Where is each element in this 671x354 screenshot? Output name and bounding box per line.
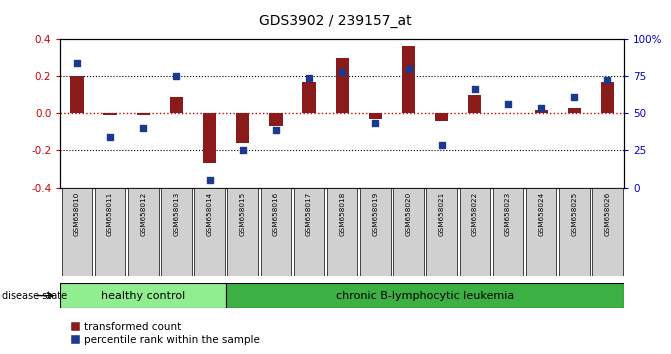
Point	[436, 142, 447, 148]
Bar	[161, 188, 192, 276]
Bar	[336, 58, 349, 113]
Bar	[369, 113, 382, 119]
Text: GSM658013: GSM658013	[173, 192, 179, 236]
Text: GSM658010: GSM658010	[74, 192, 80, 236]
Bar	[360, 188, 391, 276]
Point	[105, 135, 115, 140]
Bar	[435, 113, 448, 121]
Bar	[128, 188, 158, 276]
Text: disease state: disease state	[2, 291, 67, 301]
Bar	[195, 188, 225, 276]
Point	[270, 127, 281, 133]
Point	[304, 75, 315, 81]
Bar	[70, 76, 84, 113]
Text: GSM658026: GSM658026	[605, 192, 611, 236]
Point	[370, 120, 380, 125]
Legend: transformed count, percentile rank within the sample: transformed count, percentile rank withi…	[66, 317, 264, 349]
Text: GSM658014: GSM658014	[207, 192, 213, 236]
Text: GSM658011: GSM658011	[107, 192, 113, 236]
Bar	[95, 188, 125, 276]
Point	[569, 94, 580, 99]
Bar	[236, 113, 250, 143]
Bar	[427, 188, 457, 276]
Bar	[269, 113, 282, 126]
Point	[204, 177, 215, 183]
Text: GSM658012: GSM658012	[140, 192, 146, 236]
Point	[238, 148, 248, 153]
Text: GSM658020: GSM658020	[405, 192, 411, 236]
Bar	[526, 188, 556, 276]
Bar	[170, 97, 183, 113]
Bar	[493, 188, 523, 276]
Bar	[601, 82, 614, 113]
Bar	[592, 188, 623, 276]
Bar	[60, 283, 226, 308]
Point	[138, 125, 149, 131]
Bar	[460, 188, 490, 276]
Bar	[294, 188, 324, 276]
Text: GSM658021: GSM658021	[439, 192, 445, 236]
Bar	[227, 188, 258, 276]
Point	[602, 77, 613, 83]
Text: chronic B-lymphocytic leukemia: chronic B-lymphocytic leukemia	[336, 291, 514, 301]
Point	[171, 73, 182, 79]
Point	[535, 105, 546, 110]
Bar	[559, 188, 590, 276]
Text: GSM658019: GSM658019	[372, 192, 378, 236]
Bar	[103, 113, 117, 115]
Bar	[535, 110, 548, 113]
Bar	[393, 188, 424, 276]
Bar	[468, 95, 482, 113]
Text: healthy control: healthy control	[101, 291, 185, 301]
Point	[470, 86, 480, 92]
Text: GSM658015: GSM658015	[240, 192, 246, 236]
Point	[337, 70, 348, 75]
Bar	[568, 108, 581, 113]
Point	[72, 60, 83, 66]
Bar	[303, 82, 315, 113]
Point	[403, 66, 414, 72]
Bar	[226, 283, 624, 308]
Text: GSM658025: GSM658025	[571, 192, 577, 236]
Text: GSM658017: GSM658017	[306, 192, 312, 236]
Bar	[260, 188, 291, 276]
Bar	[62, 188, 92, 276]
Text: GSM658023: GSM658023	[505, 192, 511, 236]
Text: GSM658024: GSM658024	[538, 192, 544, 236]
Bar	[203, 113, 216, 164]
Bar	[137, 113, 150, 115]
Text: GDS3902 / 239157_at: GDS3902 / 239157_at	[259, 14, 412, 28]
Bar	[402, 46, 415, 113]
Text: GSM658016: GSM658016	[273, 192, 279, 236]
Bar	[327, 188, 358, 276]
Text: GSM658022: GSM658022	[472, 192, 478, 236]
Point	[503, 101, 513, 107]
Text: GSM658018: GSM658018	[340, 192, 345, 236]
